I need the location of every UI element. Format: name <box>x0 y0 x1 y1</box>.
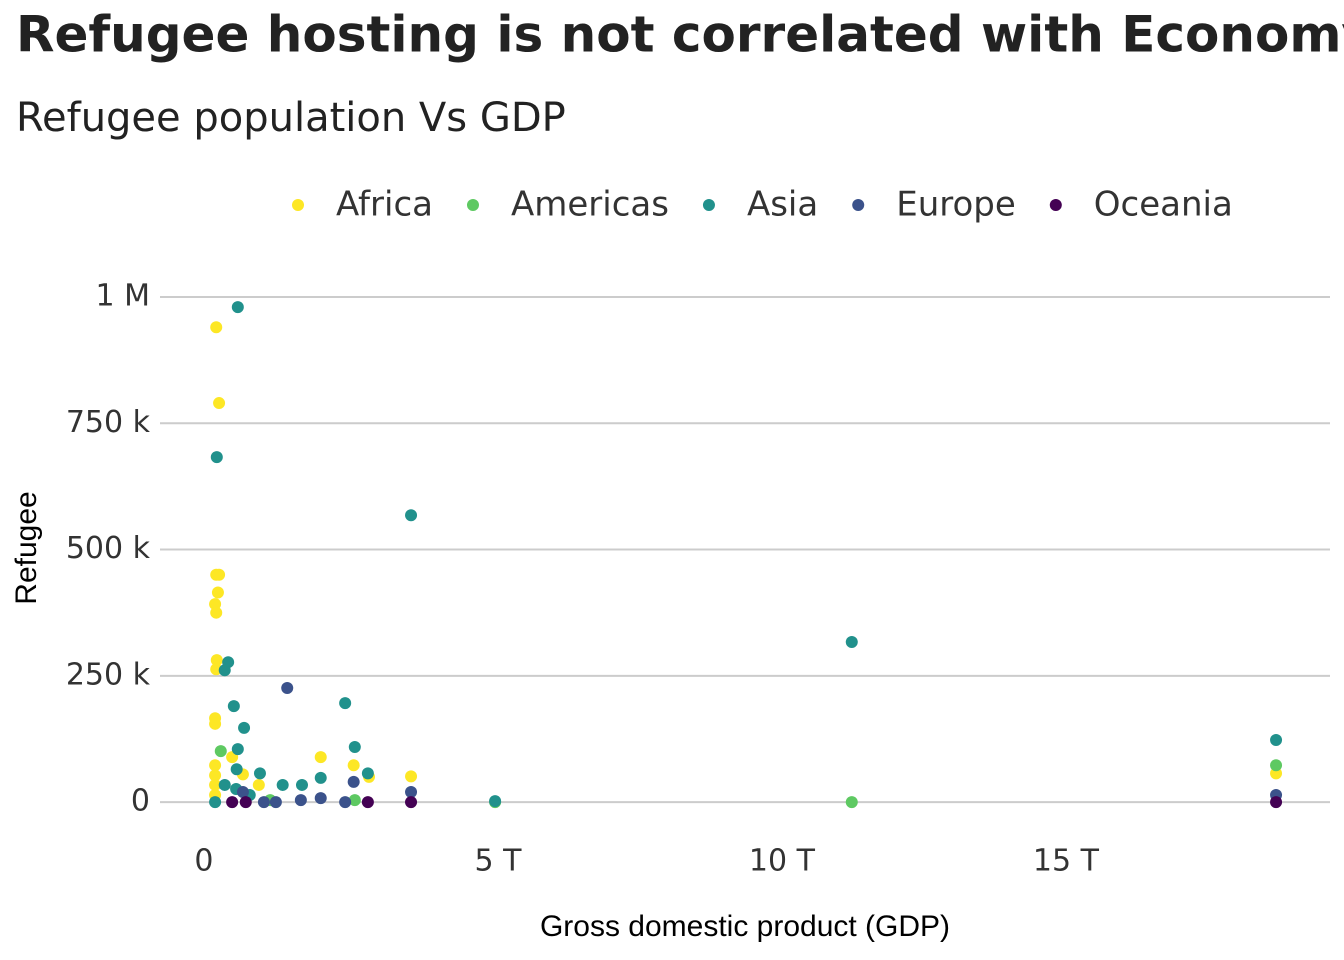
legend-marker <box>852 199 865 211</box>
y-tick-label: 750 k <box>66 405 151 440</box>
y-tick-label: 500 k <box>66 531 151 566</box>
point <box>281 681 294 694</box>
x-tick-label: 15 T <box>1033 844 1100 879</box>
point <box>294 794 307 807</box>
y-tick-label: 250 k <box>66 657 151 692</box>
legend-marker <box>702 199 715 211</box>
point <box>218 664 231 677</box>
point <box>314 771 327 784</box>
point <box>230 763 243 776</box>
point <box>314 792 327 805</box>
point <box>210 606 223 619</box>
point <box>269 796 282 809</box>
x-tick-label: 0 <box>194 844 213 879</box>
point <box>252 778 265 791</box>
point <box>253 767 266 780</box>
point <box>239 796 252 809</box>
point <box>213 568 226 581</box>
x-tick-label: 5 T <box>474 844 522 879</box>
legend-marker <box>1049 199 1062 211</box>
point <box>347 775 360 788</box>
point <box>1270 796 1283 809</box>
legend-label: Americas <box>511 185 669 225</box>
point <box>1270 733 1283 746</box>
legend-marker <box>292 199 304 211</box>
point <box>314 751 327 764</box>
point <box>1270 759 1283 772</box>
point <box>236 786 249 799</box>
grid: 0 250 k 500 k 750 k 1 M 0 5 T 10 T 15 T <box>66 278 1330 879</box>
point <box>209 769 222 782</box>
legend: Africa Americas Asia Europe Oceania <box>292 185 1233 225</box>
point <box>214 745 227 758</box>
y-axis-title: Refugee <box>10 491 43 604</box>
y-tick-label: 0 <box>131 784 150 819</box>
legend-label: Europe <box>896 185 1016 225</box>
point <box>210 654 223 667</box>
legend-label: Oceania <box>1094 185 1233 225</box>
point <box>209 717 222 730</box>
point <box>231 301 244 314</box>
x-tick-label: 10 T <box>749 844 816 879</box>
point <box>257 796 270 809</box>
x-axis-title: Gross domestic product (GDP) <box>540 910 950 943</box>
point <box>405 509 418 522</box>
legend-marker <box>466 199 479 211</box>
point <box>361 796 374 809</box>
point <box>347 759 360 772</box>
legend-label: Africa <box>336 185 433 225</box>
point <box>211 586 224 599</box>
point <box>405 796 418 809</box>
chart-title: Refugee hosting is not correlated with E… <box>16 6 1344 64</box>
point <box>405 770 418 783</box>
point <box>227 700 240 713</box>
point <box>209 778 222 791</box>
point <box>348 741 361 754</box>
point <box>218 778 231 791</box>
point <box>238 721 251 734</box>
point <box>209 759 222 772</box>
points <box>209 301 1283 809</box>
point <box>339 796 352 809</box>
legend-label: Asia <box>747 185 818 225</box>
point <box>405 786 418 799</box>
point <box>339 697 352 710</box>
point <box>348 794 361 807</box>
point <box>226 796 239 809</box>
point <box>210 451 223 464</box>
point <box>209 796 222 809</box>
point <box>231 743 244 756</box>
point <box>276 778 289 791</box>
point <box>295 778 308 791</box>
point <box>213 397 226 410</box>
point <box>845 796 858 809</box>
y-tick-label: 1 M <box>95 278 150 313</box>
point <box>489 795 502 808</box>
chart-subtitle: Refugee population Vs GDP <box>16 95 566 141</box>
point <box>845 635 858 648</box>
point <box>361 767 374 780</box>
point <box>210 321 223 334</box>
